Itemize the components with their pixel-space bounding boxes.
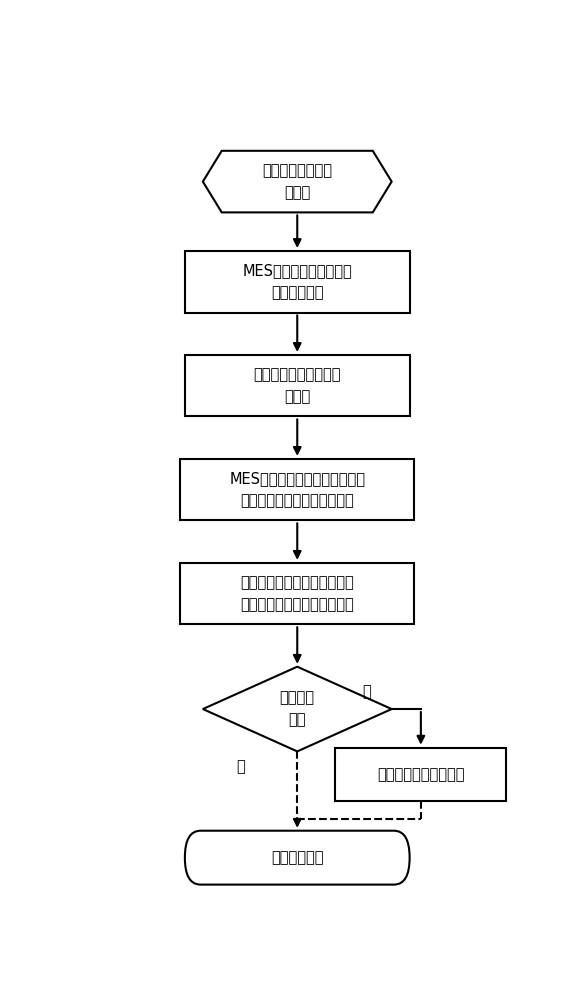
Text: 制品生产结束: 制品生产结束	[271, 850, 324, 865]
FancyBboxPatch shape	[180, 459, 414, 520]
Text: MES记录停机结束时间、计算保
存停机时间内胶料温度变化值: MES记录停机结束时间、计算保 存停机时间内胶料温度变化值	[229, 471, 365, 508]
Text: 否: 否	[362, 684, 371, 699]
FancyBboxPatch shape	[185, 251, 409, 312]
Text: 自动打标并做废料处理: 自动打标并做废料处理	[377, 767, 465, 782]
FancyBboxPatch shape	[185, 831, 409, 885]
Text: 重量符合
标准: 重量符合 标准	[280, 690, 315, 728]
Text: 更换制品规格或异
常停机: 更换制品规格或异 常停机	[262, 163, 332, 200]
Text: 挤出机螺杆转数、联动线速度
根据温度变化值进行补偿调整: 挤出机螺杆转数、联动线速度 根据温度变化值进行补偿调整	[240, 575, 354, 612]
Text: 是: 是	[237, 759, 245, 774]
FancyBboxPatch shape	[185, 355, 409, 416]
FancyBboxPatch shape	[180, 563, 414, 624]
Text: 执行生产计划一键启动
挤出机: 执行生产计划一键启动 挤出机	[253, 367, 341, 404]
FancyBboxPatch shape	[335, 748, 506, 801]
Text: MES记录停机开始时间、
机内胶料温度: MES记录停机开始时间、 机内胶料温度	[242, 263, 352, 300]
Polygon shape	[203, 667, 392, 751]
Polygon shape	[203, 151, 392, 212]
